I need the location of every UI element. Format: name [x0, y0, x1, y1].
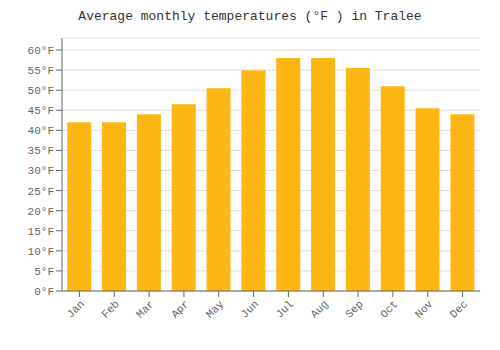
- svg-text:Sep: Sep: [343, 298, 365, 320]
- html-text:Average monthly temperatures (: Average monthly temperatures (°F ) in Tr…: [78, 9, 422, 24]
- svg-text:5°F: 5°F: [34, 266, 54, 278]
- svg-text:Aug: Aug: [308, 298, 330, 320]
- svg-text:May: May: [204, 298, 227, 321]
- svg-text:Jun: Jun: [239, 298, 261, 320]
- svg-text:60°F: 60°F: [28, 45, 54, 57]
- svg-text:Dec: Dec: [448, 298, 470, 320]
- svg-text:20°F: 20°F: [28, 206, 54, 218]
- svg-text:40°F: 40°F: [28, 125, 54, 137]
- svg-text:50°F: 50°F: [28, 85, 54, 97]
- svg-text:Jul: Jul: [274, 298, 296, 320]
- svg-text:55°F: 55°F: [28, 65, 54, 77]
- svg-text:10°F: 10°F: [28, 246, 54, 258]
- svg-text:Jan: Jan: [65, 298, 87, 320]
- svg-text:35°F: 35°F: [28, 145, 54, 157]
- svg-text:Nov: Nov: [413, 298, 436, 321]
- svg-text:30°F: 30°F: [28, 165, 54, 177]
- svg-text:Feb: Feb: [99, 298, 121, 320]
- svg-text:25°F: 25°F: [28, 186, 54, 198]
- svg-text:45°F: 45°F: [28, 105, 54, 117]
- svg-text:Apr: Apr: [169, 298, 191, 320]
- svg-text:Mar: Mar: [134, 298, 156, 320]
- svg-text:0°F: 0°F: [34, 286, 54, 298]
- svg-text:Oct: Oct: [378, 298, 400, 320]
- svg-text:15°F: 15°F: [28, 226, 54, 238]
